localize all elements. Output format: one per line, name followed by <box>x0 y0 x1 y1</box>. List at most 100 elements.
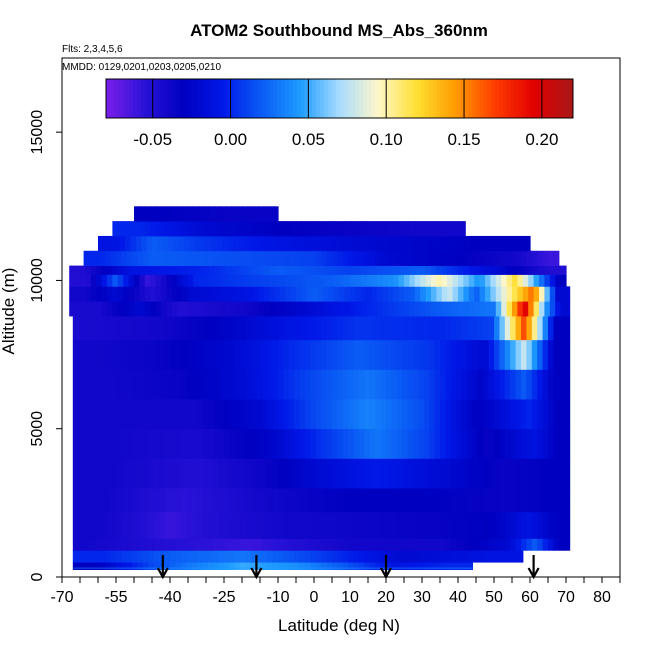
heatmap-cell <box>288 550 295 563</box>
heatmap-cell <box>267 488 274 513</box>
heatmap-cell <box>564 316 571 341</box>
heatmap-cell <box>531 399 538 430</box>
heatmap-cell <box>553 399 560 430</box>
heatmap-cell <box>553 428 560 459</box>
heatmap-cell <box>342 538 349 551</box>
colorbar-swatch <box>218 79 224 118</box>
heatmap-cell <box>369 339 376 370</box>
heatmap-cell <box>315 316 322 341</box>
heatmap-cell <box>153 550 160 563</box>
heatmap-cell <box>166 206 173 222</box>
heatmap-cell <box>225 274 232 287</box>
heatmap-cell <box>148 250 155 266</box>
heatmap-cell <box>323 265 329 275</box>
heatmap-cell <box>490 274 497 287</box>
heatmap-cell <box>197 550 203 563</box>
heatmap-cell <box>161 221 167 237</box>
heatmap-cell <box>494 550 500 563</box>
colorbar-swatch <box>467 79 473 118</box>
heatmap-cell <box>117 274 124 287</box>
heatmap-cell <box>222 235 229 252</box>
heatmap-cell <box>150 265 157 275</box>
heatmap-cell <box>409 301 416 317</box>
heatmap-cell <box>501 286 508 302</box>
colorbar-swatch <box>164 79 169 118</box>
heatmap-cell <box>440 511 446 539</box>
heatmap-cell <box>353 488 360 513</box>
colorbar-swatch <box>137 79 142 118</box>
heatmap-cell <box>418 458 425 489</box>
heatmap-cell <box>105 488 112 513</box>
heatmap-cell <box>171 221 178 237</box>
heatmap-cell <box>180 488 187 513</box>
heatmap-cell <box>263 206 270 222</box>
heatmap-cell <box>360 274 367 287</box>
heatmap-cell <box>209 301 216 317</box>
heatmap-cell <box>499 250 506 266</box>
heatmap-cell <box>558 369 565 400</box>
heatmap-cell <box>153 428 160 459</box>
heatmap-cell <box>303 235 310 252</box>
heatmap-cell <box>445 538 452 551</box>
heatmap-cell <box>296 221 302 237</box>
heatmap-cell <box>116 488 122 513</box>
heatmap-cell <box>366 286 373 302</box>
heatmap-cell <box>395 235 401 252</box>
heatmap-cell <box>218 458 225 489</box>
heatmap-cell <box>299 538 306 551</box>
heatmap-cell <box>436 265 443 275</box>
heatmap-cell <box>440 550 446 563</box>
heatmap-cell <box>267 562 274 570</box>
heatmap-cell <box>193 301 200 317</box>
heatmap-cell <box>166 221 173 237</box>
heatmap-cell <box>510 339 517 370</box>
heatmap-cell <box>107 274 113 287</box>
heatmap-cell <box>438 235 445 252</box>
heatmap-cell <box>528 274 535 287</box>
heatmap-cell <box>89 562 95 570</box>
heatmap-cell <box>251 369 257 400</box>
heatmap-cell <box>344 221 351 237</box>
heatmap-cell <box>396 550 403 563</box>
heatmap-cell <box>398 265 405 275</box>
colorbar-swatch <box>421 79 426 118</box>
heatmap-cell <box>193 221 200 237</box>
heatmap-cell <box>434 488 441 513</box>
heatmap-cell <box>537 316 544 341</box>
heatmap-cell <box>242 286 248 302</box>
heatmap-cell <box>182 274 189 287</box>
heatmap-cell <box>440 369 446 400</box>
heatmap-cell <box>407 250 414 266</box>
heatmap-cell <box>400 235 407 252</box>
heatmap-cell <box>110 250 117 266</box>
heatmap-cell <box>436 286 443 302</box>
heatmap-cell <box>236 221 243 237</box>
heatmap-cell <box>310 250 317 266</box>
heatmap-cell <box>512 286 518 302</box>
heatmap-cell <box>513 235 520 252</box>
heatmap-cell <box>531 339 538 370</box>
heatmap-cell <box>371 301 378 317</box>
heatmap-cell <box>74 265 81 275</box>
heatmap-cell <box>339 286 346 302</box>
heatmap-cell <box>107 265 113 275</box>
heatmap-cell <box>404 221 410 237</box>
heatmap-cell <box>488 488 495 513</box>
heatmap-cell <box>456 339 463 370</box>
heatmap-cell <box>128 265 135 275</box>
heatmap-cell <box>276 235 283 252</box>
heatmap-cell <box>337 562 344 570</box>
heatmap-cell <box>294 316 301 341</box>
heatmap-cell <box>202 399 209 430</box>
heatmap-cell <box>121 488 128 513</box>
heatmap-cell <box>234 511 241 539</box>
heatmap-cell <box>193 265 200 275</box>
heatmap-cell <box>114 235 121 252</box>
heatmap-cell <box>333 221 340 237</box>
colorbar-tick-label: -0.05 <box>133 130 172 149</box>
heatmap-cell <box>90 265 97 275</box>
heatmap-cell <box>548 538 554 551</box>
heatmap-cell <box>305 458 311 489</box>
heatmap-cell <box>148 399 155 430</box>
heatmap-cell <box>155 274 162 287</box>
